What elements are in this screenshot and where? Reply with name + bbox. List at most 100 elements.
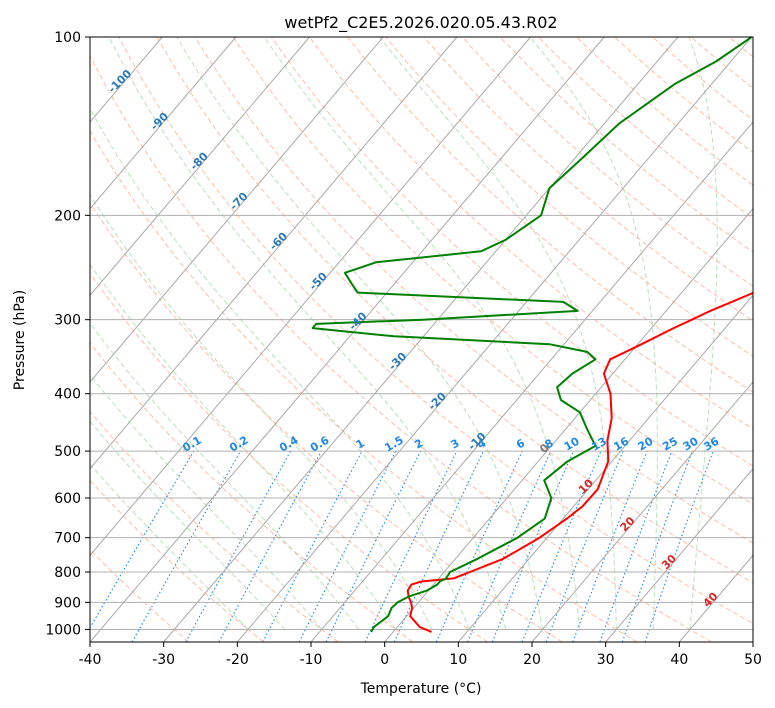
isotherm-label: -80 — [188, 150, 211, 173]
dry-adiabat — [499, 37, 753, 253]
mixing-ratio-label: 1 — [354, 437, 367, 452]
mixing-ratio-line — [466, 450, 552, 642]
x-tick-label: -30 — [152, 652, 175, 668]
y-tick-label: 700 — [54, 531, 81, 547]
mixing-ratio-line — [218, 450, 322, 642]
x-tick-label: 40 — [670, 652, 688, 668]
isotherm-label: -100 — [106, 67, 135, 96]
x-tick-label: 20 — [523, 652, 541, 668]
mixing-ratio-label: 6 — [514, 436, 527, 451]
isotherm-line — [163, 37, 679, 642]
chart-title: wetPf2_C2E5.2026.020.05.43.R02 — [284, 13, 557, 33]
dewpoint-profile — [311, 37, 753, 633]
mixing-ratio-label: 2 — [412, 437, 425, 452]
isotherm-label: -40 — [346, 309, 369, 332]
isotherm-line — [90, 37, 310, 297]
isotherm-label: -60 — [267, 230, 290, 253]
isotherm-line — [310, 121, 753, 642]
moist-adiabat — [108, 37, 507, 630]
mixing-ratio-line — [185, 450, 292, 642]
isotherm-label: -20 — [426, 389, 449, 412]
y-tick-label: 500 — [54, 444, 81, 460]
isotherm-line — [457, 294, 753, 642]
dry-adiabat — [90, 129, 638, 642]
dry-adiabat — [309, 37, 753, 430]
dry-adiabat — [90, 272, 488, 642]
moist-adiabat — [90, 463, 249, 630]
moist-adiabat — [263, 37, 580, 630]
x-tick-label: 30 — [597, 652, 615, 668]
moist-adiabat — [90, 322, 359, 630]
x-tick-label: 50 — [744, 652, 762, 668]
dry-adiabat — [767, 37, 775, 642]
dry-adiabat — [90, 202, 563, 642]
plot-frame — [89, 36, 754, 643]
y-tick-label: 400 — [54, 387, 81, 403]
dry-adiabat — [347, 37, 753, 393]
isotherm-line — [90, 37, 458, 470]
dry-adiabat — [90, 54, 712, 642]
y-tick-label: 200 — [54, 208, 81, 224]
mixing-ratio-line — [621, 450, 693, 642]
isotherm-line — [384, 207, 753, 642]
isotherm-line — [605, 467, 753, 642]
moist-adiabat — [379, 37, 617, 630]
isotherm-label: 40 — [701, 590, 721, 610]
dry-adiabat — [728, 37, 753, 58]
y-tick-label: 900 — [54, 595, 81, 611]
mixing-ratio-line — [435, 450, 523, 642]
isotherm-label: -70 — [227, 190, 250, 213]
mixing-ratio-line — [90, 450, 195, 629]
y-axis-label: Pressure (hPa) — [12, 290, 28, 390]
isotherm-line — [90, 37, 531, 557]
isotherm-line — [90, 37, 605, 642]
y-tick-label: 800 — [54, 565, 81, 581]
x-tick-label: -20 — [226, 652, 249, 668]
isotherm-line — [236, 37, 752, 642]
mixing-ratio-line — [599, 450, 673, 642]
dry-adiabat — [90, 342, 414, 642]
moist-adiabat — [90, 420, 286, 630]
x-tick-label: 0 — [380, 652, 389, 668]
mixing-ratio-line — [393, 450, 484, 642]
mixing-ratio-line — [644, 450, 714, 642]
isotherm-label: -30 — [386, 349, 409, 372]
dry-adiabat — [90, 479, 264, 642]
dry-adiabat — [156, 37, 753, 584]
y-tick-label: 1000 — [45, 622, 81, 638]
mixing-ratio-line — [364, 450, 458, 642]
temperature-profile — [406, 291, 753, 633]
mixing-ratio-label: 3 — [448, 437, 461, 452]
isotherm-label: 30 — [659, 552, 679, 572]
y-tick-label: 600 — [54, 491, 81, 507]
isotherm-line — [90, 37, 237, 210]
x-tick-label: -10 — [300, 652, 323, 668]
moist-adiabat — [688, 37, 718, 630]
mixing-ratio-line — [262, 450, 363, 642]
isotherm-line — [752, 641, 753, 642]
dry-adiabat — [385, 37, 753, 357]
x-axis-label: Temperature (°C) — [360, 681, 482, 697]
dry-adiabat — [194, 37, 753, 544]
x-tick-label: 10 — [449, 652, 467, 668]
isotherm-label: -50 — [307, 270, 330, 293]
y-tick-label: 300 — [54, 313, 81, 329]
moist-adiabat — [176, 37, 544, 630]
y-tick-label: 100 — [54, 30, 81, 46]
dry-adiabat — [576, 37, 753, 186]
mixing-ratio-line — [131, 450, 242, 642]
dry-adiabat — [461, 37, 753, 287]
moist-adiabat — [529, 37, 658, 630]
dry-adiabat — [690, 37, 753, 89]
dry-adiabat — [90, 410, 339, 642]
mixing-ratio-line — [491, 450, 575, 642]
x-tick-label: -40 — [79, 652, 102, 668]
dry-adiabat — [614, 37, 753, 154]
moist-adiabat — [90, 263, 396, 630]
isotherm-line — [90, 37, 384, 383]
dry-adiabat — [118, 37, 753, 625]
dry-adiabat — [537, 37, 753, 219]
moist-adiabat — [90, 107, 470, 630]
isotherm-line — [531, 381, 753, 642]
